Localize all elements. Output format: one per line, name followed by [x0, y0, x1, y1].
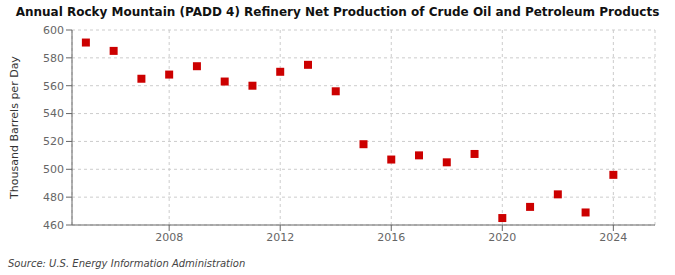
svg-text:460: 460	[43, 219, 64, 232]
svg-text:2008: 2008	[155, 231, 183, 244]
svg-text:560: 560	[43, 80, 64, 93]
html-text:Source: U.S. Energy Informatio: Source: U.S. Energy Information Administ…	[8, 258, 246, 269]
svg-text:580: 580	[43, 52, 64, 65]
svg-text:600: 600	[43, 24, 64, 37]
svg-text:540: 540	[43, 107, 64, 120]
svg-text:Thousand Barrels per Day: Thousand Barrels per Day	[8, 56, 21, 200]
svg-text:520: 520	[43, 135, 64, 148]
svg-text:2012: 2012	[266, 231, 294, 244]
svg-text:480: 480	[43, 191, 64, 204]
svg-text:2016: 2016	[377, 231, 405, 244]
svg-text:2020: 2020	[488, 231, 516, 244]
svg-text:500: 500	[43, 163, 64, 176]
html-text:Annual Rocky Mountain (PADD 4): Annual Rocky Mountain (PADD 4) Refinery …	[15, 5, 660, 19]
svg-text:2024: 2024	[599, 231, 627, 244]
